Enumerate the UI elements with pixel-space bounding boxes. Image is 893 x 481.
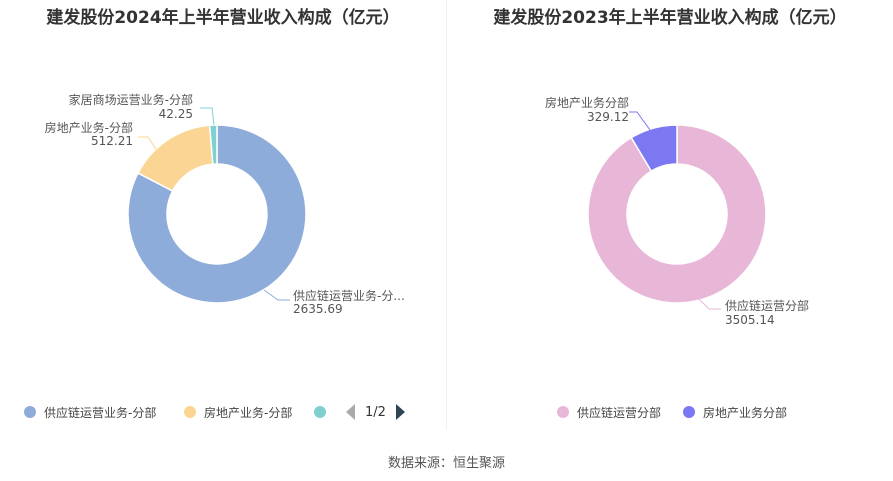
- label-leader-line: [263, 289, 290, 301]
- legend-marker: [683, 406, 695, 418]
- slice-value-label: 2635.69: [293, 302, 343, 316]
- legend-pager: 1/2: [346, 402, 405, 422]
- slice-value-label: 512.21: [91, 134, 133, 148]
- label-leader-line: [629, 111, 651, 131]
- legend: 供应链运营分部 房地产业务分部: [447, 402, 893, 424]
- label-leader-line: [696, 296, 721, 310]
- slice-label: 房地产业务-分部: [45, 120, 133, 135]
- legend-label: 房地产业务-分部: [204, 405, 293, 420]
- pie-slice[interactable]: [208, 124, 218, 165]
- legend-marker: [24, 406, 36, 418]
- legend-item-real-estate[interactable]: 房地产业务-分部: [184, 402, 292, 422]
- chart-title: 建发股份2023年上半年营业收入构成（亿元）: [493, 8, 847, 28]
- chart-title: 建发股份2024年上半年营业收入构成（亿元）: [46, 8, 400, 28]
- legend: 供应链运营业务-分部 房地产业务-分部 1/2: [0, 402, 446, 424]
- legend-item-home-mall[interactable]: [314, 402, 334, 422]
- page-indicator: 1/2: [365, 404, 386, 420]
- next-page-icon[interactable]: [395, 404, 405, 420]
- data-source: 数据来源：恒生聚源: [387, 456, 505, 471]
- legend-item-supply-chain[interactable]: 供应链运营分部: [557, 402, 661, 422]
- slice-label: 供应链运营业务-分...: [293, 288, 405, 303]
- pie-slice[interactable]: [127, 124, 307, 304]
- legend-marker: [184, 406, 196, 418]
- pie-slice[interactable]: [587, 124, 767, 304]
- legend-label: 房地产业务分部: [703, 405, 788, 420]
- prev-page-icon[interactable]: [346, 404, 355, 420]
- slice-label: 房地产业务分部: [545, 95, 629, 110]
- pie-slice[interactable]: [630, 124, 678, 173]
- legend-label: 供应链运营分部: [577, 405, 662, 420]
- slice-label: 家居商场运营业务-分部: [69, 92, 193, 107]
- legend-marker: [314, 406, 326, 418]
- label-leader-line: [138, 136, 166, 164]
- legend-item-supply-chain[interactable]: 供应链运营业务-分部: [24, 402, 156, 422]
- slice-value-label: 3505.14: [725, 313, 775, 327]
- legend-marker: [557, 406, 569, 418]
- panel-divider: [446, 0, 447, 430]
- slice-value-label: 329.12: [587, 110, 629, 124]
- chart-panel-2024: 建发股份2024年上半年营业收入构成（亿元） 供应链运营业务-分... 2635.…: [0, 0, 446, 430]
- legend-item-real-estate[interactable]: 房地产业务分部: [683, 402, 787, 422]
- slice-label: 供应链运营分部: [725, 298, 809, 313]
- chart-panel-2023: 建发股份2023年上半年营业收入构成（亿元） 供应链运营分部 3505.14 房地产…: [447, 0, 893, 430]
- label-leader-line: [200, 107, 215, 126]
- legend-label: 供应链运营业务-分部: [44, 405, 157, 420]
- slice-value-label: 42.25: [159, 107, 193, 121]
